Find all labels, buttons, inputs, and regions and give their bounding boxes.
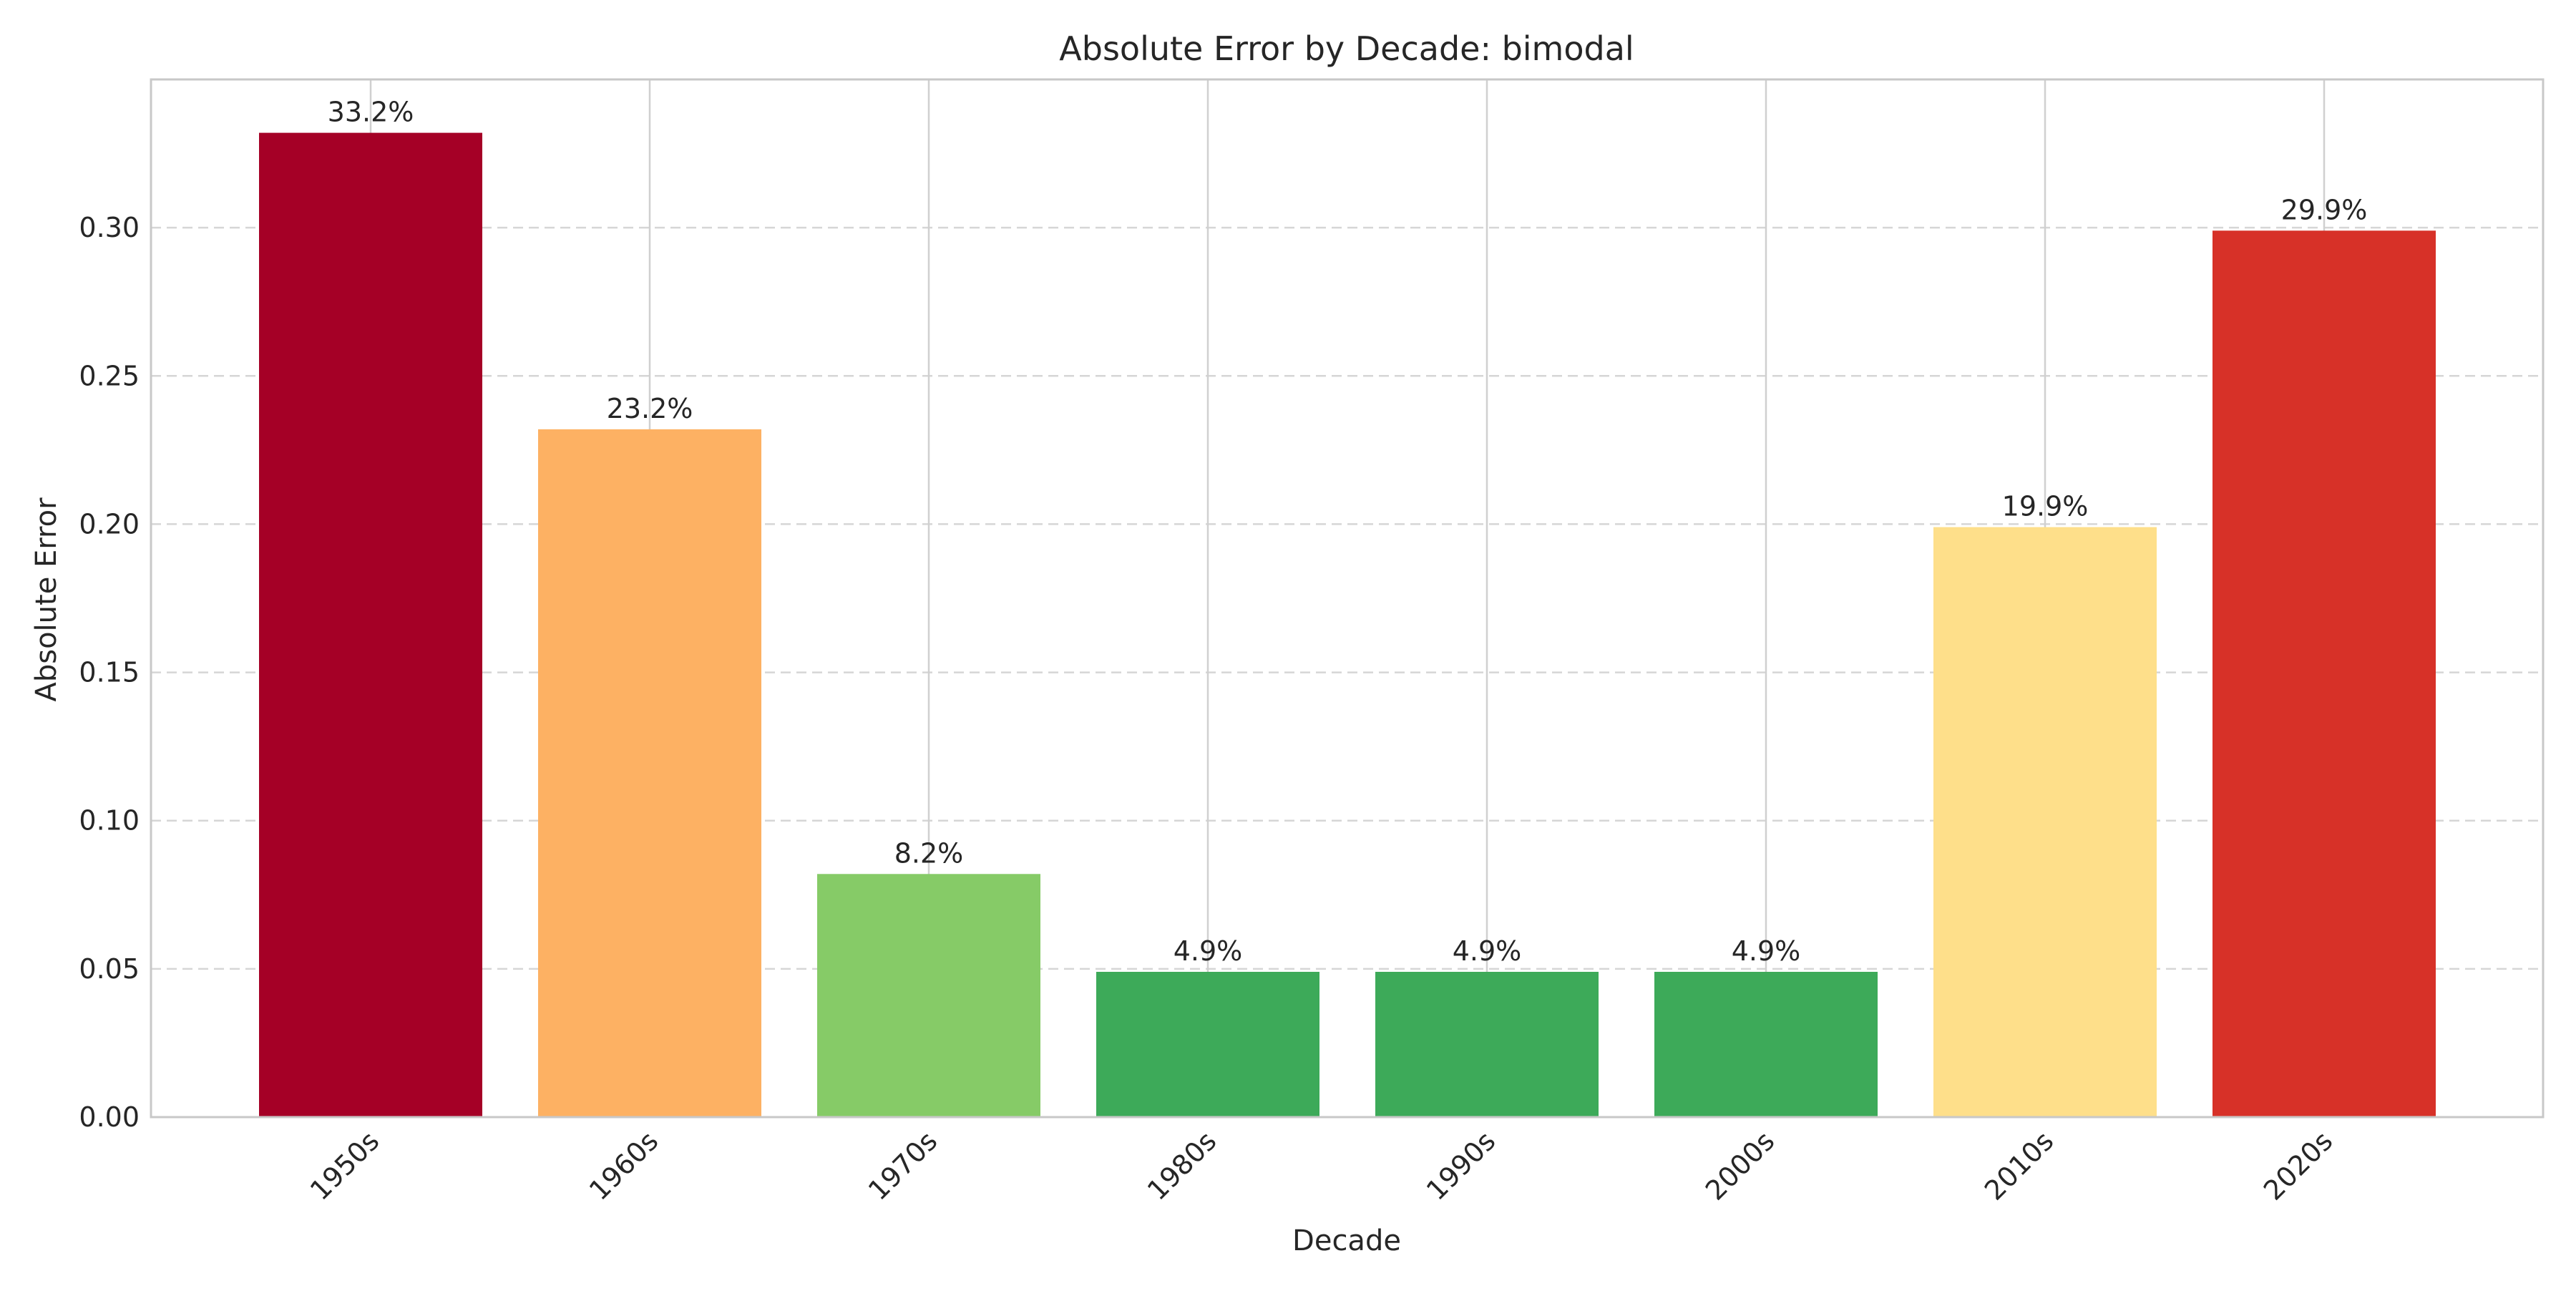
- data-label-1960s: 23.2%: [607, 393, 693, 424]
- data-label-1980s: 4.9%: [1174, 935, 1243, 967]
- grid-layer: [151, 79, 2543, 1117]
- y-tick-label-6: 0.30: [79, 212, 140, 243]
- data-label-2010s: 19.9%: [2002, 491, 2089, 522]
- y-tick-label-2: 0.10: [79, 805, 140, 837]
- bar-1950s[interactable]: [259, 132, 482, 1118]
- bar-2020s[interactable]: [2212, 230, 2436, 1118]
- x-tick-label-2020s: 2020s: [2258, 1125, 2339, 1207]
- data-label-2000s: 4.9%: [1732, 935, 1801, 967]
- x-tick-label-1970s: 1970s: [862, 1125, 944, 1207]
- y-axis-label: Absolute Error: [30, 497, 63, 702]
- bar-1990s[interactable]: [1375, 972, 1599, 1117]
- data-label-2020s: 29.9%: [2281, 194, 2368, 225]
- y-tick-label-3: 0.15: [79, 657, 140, 688]
- x-tick-label-1990s: 1990s: [1420, 1125, 1502, 1207]
- data-labels: 33.2% 23.2% 8.2% 4.9% 4.9% 4.9% 19.9% 29.9%: [328, 97, 2368, 967]
- x-tick-label-2000s: 2000s: [1699, 1125, 1781, 1207]
- x-axis-label: Decade: [1292, 1224, 1401, 1257]
- bar-1960s[interactable]: [538, 429, 761, 1117]
- y-axis-ticks: 0.00 0.05 0.10 0.15 0.20 0.25 0.30: [79, 212, 140, 1133]
- x-tick-label-1950s: 1950s: [304, 1125, 386, 1207]
- x-tick-label-2010s: 2010s: [1979, 1125, 2060, 1207]
- y-tick-label-5: 0.25: [79, 360, 140, 391]
- data-label-1950s: 33.2%: [328, 97, 414, 128]
- bars-layer: [259, 132, 2436, 1118]
- x-tick-label-1960s: 1960s: [583, 1125, 665, 1207]
- y-tick-label-0: 0.00: [79, 1101, 140, 1133]
- data-label-1990s: 4.9%: [1453, 935, 1522, 967]
- bar-1970s[interactable]: [817, 874, 1040, 1117]
- y-tick-label-1: 0.05: [79, 953, 140, 985]
- bar-2010s[interactable]: [1933, 527, 2157, 1117]
- bar-2000s[interactable]: [1654, 972, 1878, 1117]
- chart-title: Absolute Error by Decade: bimodal: [1059, 29, 1634, 68]
- y-tick-label-4: 0.20: [79, 508, 140, 540]
- bar-1980s[interactable]: [1096, 972, 1319, 1117]
- x-tick-label-1980s: 1980s: [1141, 1125, 1223, 1207]
- data-label-1970s: 8.2%: [894, 837, 964, 869]
- x-axis-ticks: 1950s 1960s 1970s 1980s 1990s 2000s 2010s 2020s: [304, 1125, 2339, 1207]
- plot-frame: [150, 78, 2545, 1119]
